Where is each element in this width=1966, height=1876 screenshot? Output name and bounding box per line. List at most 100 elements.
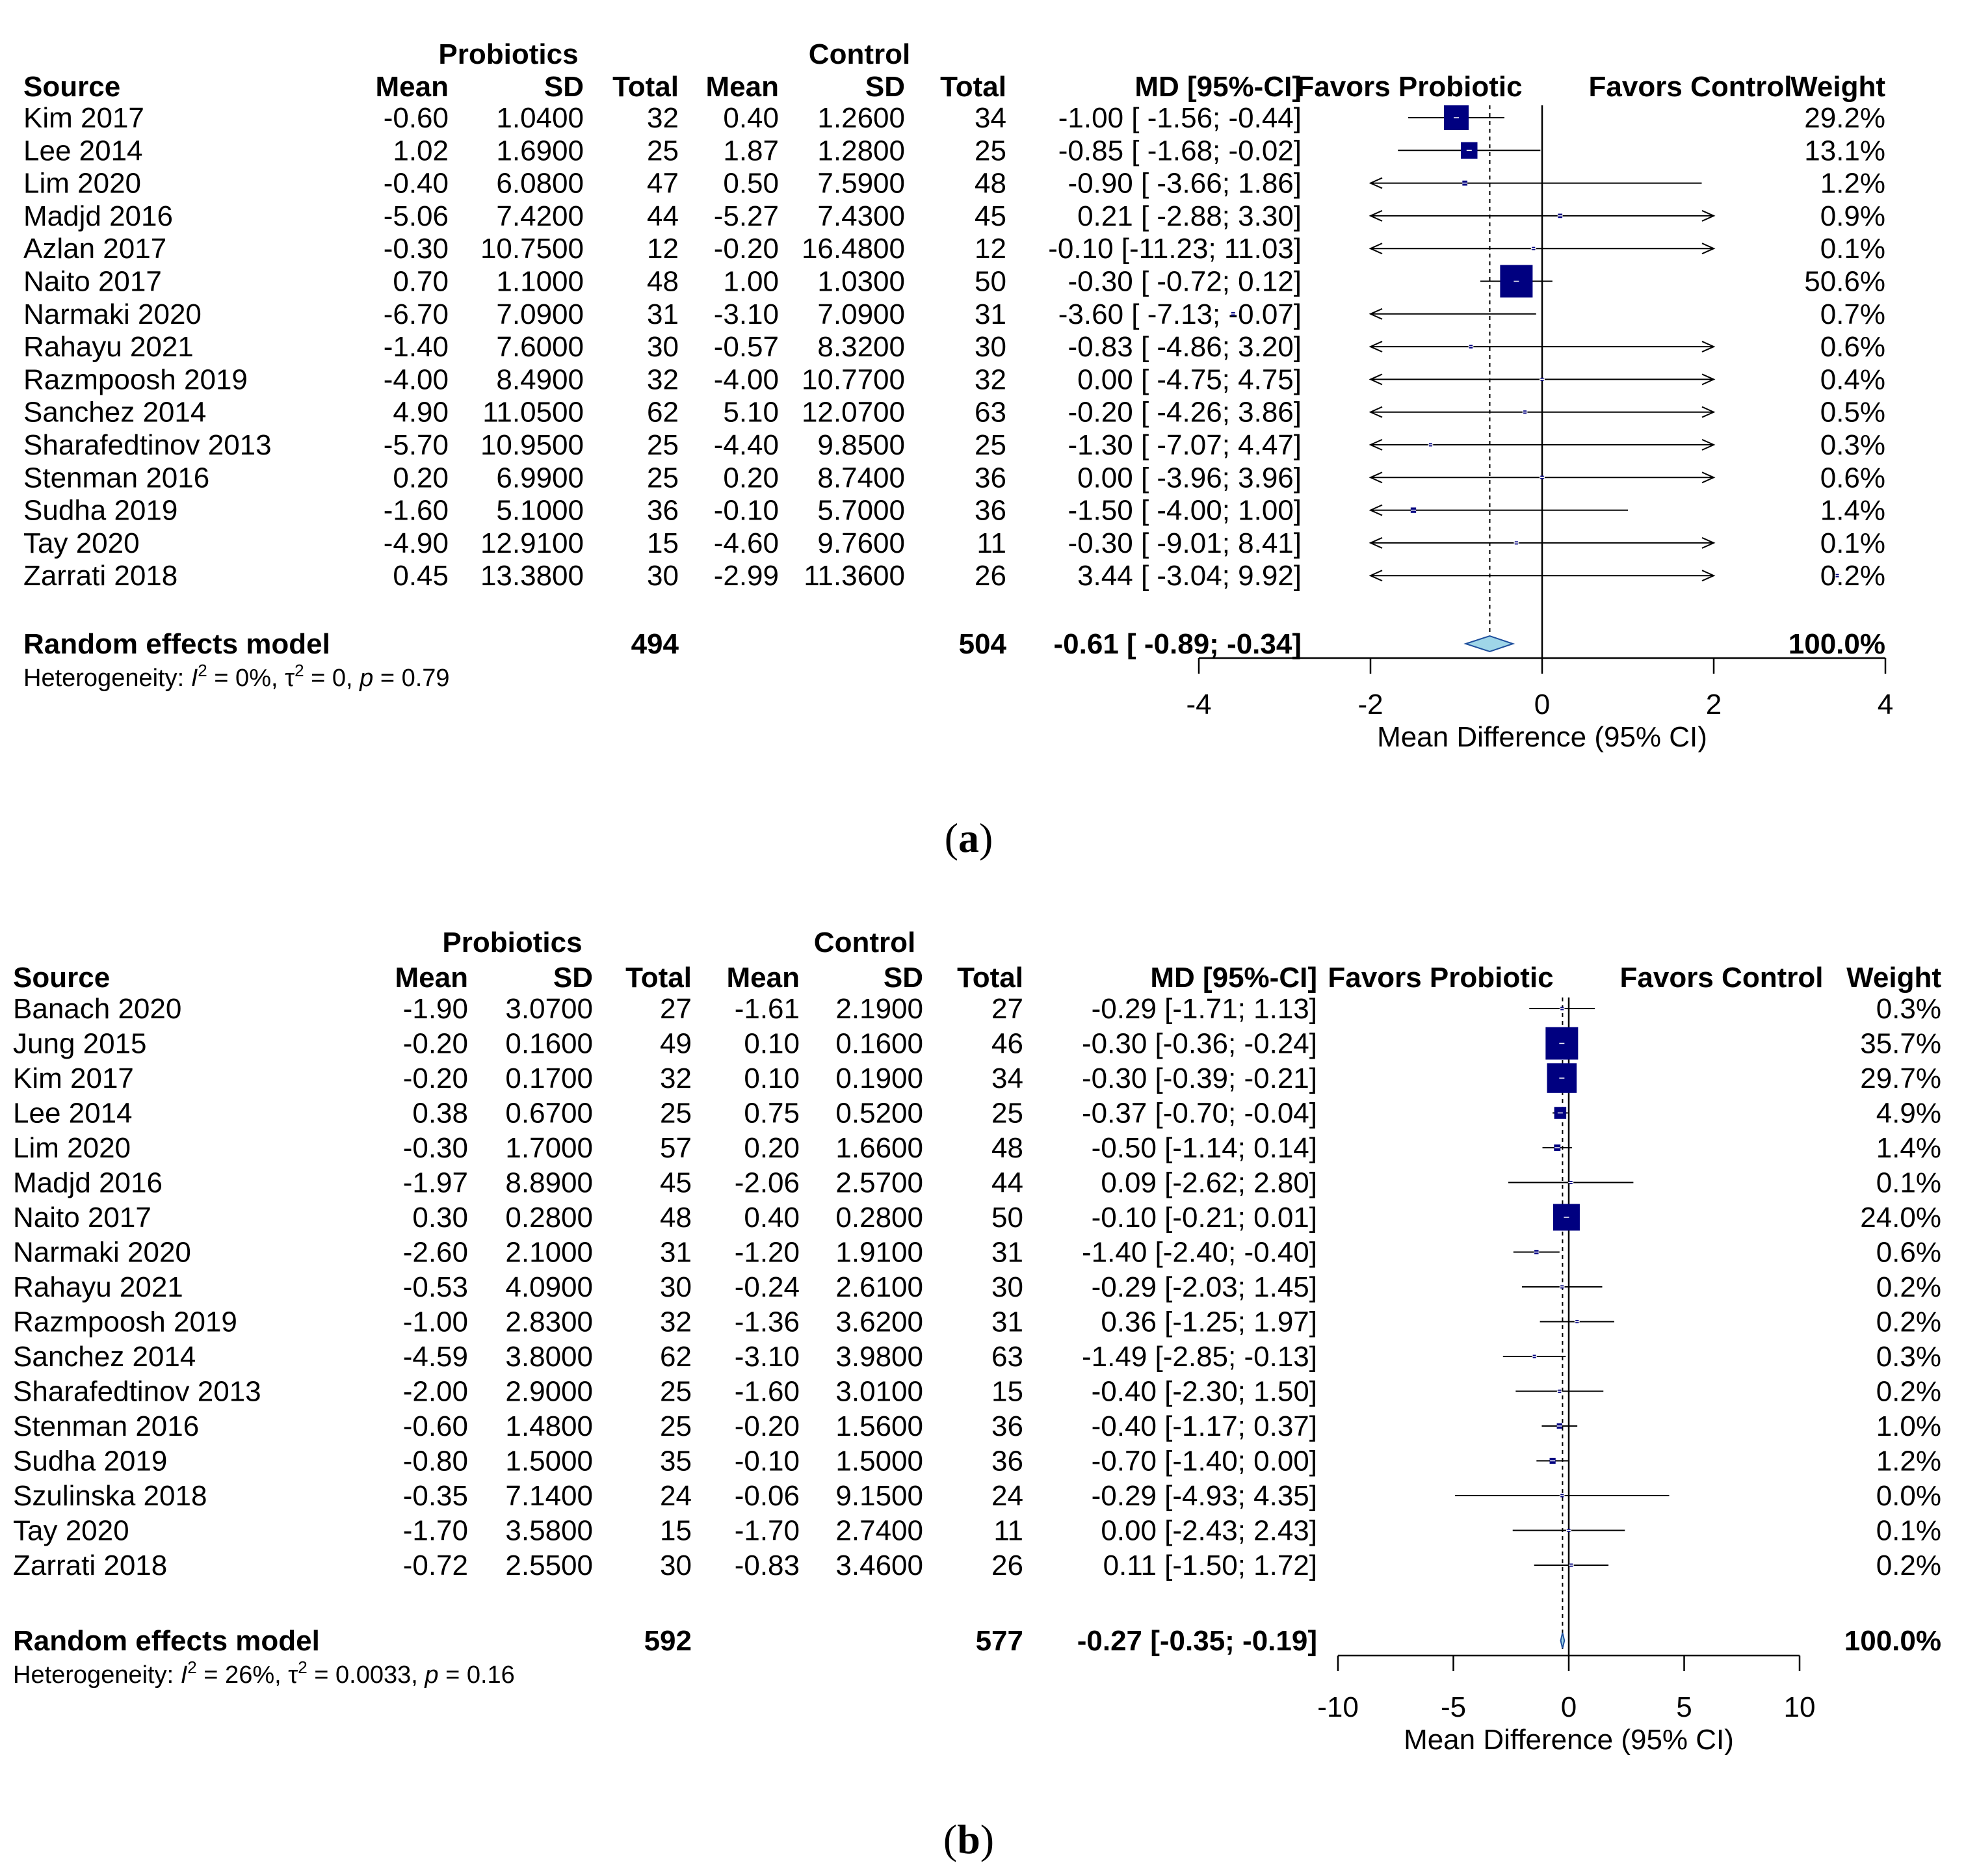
weight-value: 0.0% [1876, 1480, 1941, 1512]
probiotics-total: 27 [660, 993, 692, 1025]
control-total: 46 [991, 1028, 1023, 1060]
weight-value: 0.3% [1820, 429, 1885, 461]
x-axis-tick-label: 0 [1561, 1691, 1577, 1723]
probiotics-mean: 0.38 [412, 1098, 468, 1130]
probiotics-total: 30 [660, 1550, 692, 1581]
md-ci-value: 0.21 [ -2.88; 3.30] [1077, 200, 1302, 232]
group-header-control: Control [809, 38, 910, 70]
control-mean: -0.57 [714, 331, 779, 363]
study-row: Lim 2020 -0.30 1.7000 57 0.20 1.6600 48 -0.50 [… [13, 1132, 1941, 1164]
x-axis-tick-label: 0 [1534, 689, 1550, 720]
control-total: 36 [991, 1410, 1023, 1442]
probiotics-sd: 1.4800 [505, 1410, 593, 1442]
md-ci-value: -0.85 [ -1.68; -0.02] [1058, 135, 1302, 166]
study-source: Sharafedtinov 2013 [13, 1376, 261, 1408]
x-axis-title: Mean Difference (95% CI) [1377, 721, 1707, 753]
probiotics-mean: -0.20 [403, 1063, 468, 1094]
control-mean: 0.10 [744, 1063, 800, 1094]
weight-value: 0.2% [1876, 1376, 1941, 1408]
probiotics-sd: 8.4900 [496, 363, 584, 395]
control-sd: 2.1900 [835, 993, 923, 1025]
study-row: Lim 2020 -0.40 6.0800 47 0.50 7.5900 48 -0.90 [… [23, 168, 1885, 200]
weight-value: 0.2% [1876, 1271, 1941, 1303]
weight-value: 0.3% [1876, 993, 1941, 1025]
ci-arrow-right [1701, 406, 1716, 418]
heterogeneity-statistics: Heterogeneity: I2 = 0%, τ2 = 0, p = 0.79 [23, 661, 450, 692]
probiotics-sd: 13.3800 [480, 560, 584, 592]
ci-arrow-right [1701, 209, 1716, 222]
control-total: 31 [975, 298, 1006, 330]
probiotics-total: 32 [647, 102, 679, 134]
col-header-total-control: Total [940, 71, 1006, 103]
x-axis-title: Mean Difference (95% CI) [1404, 1724, 1734, 1756]
md-ci-value: -0.40 [-2.30; 1.50] [1092, 1376, 1317, 1408]
study-source: Madjd 2016 [13, 1167, 163, 1199]
col-header-mean-control: Mean [706, 71, 779, 103]
study-source: Zarrati 2018 [23, 560, 177, 592]
study-row: Tay 2020 -1.70 3.5800 15 -1.70 2.7400 11 0.00 [… [13, 1515, 1941, 1547]
heterogeneity-statistics: Heterogeneity: I2 = 26%, τ2 = 0.0033, p … [13, 1658, 515, 1689]
probiotics-mean: -0.30 [384, 233, 449, 265]
weight-value: 1.2% [1820, 168, 1885, 200]
md-ci-value: -0.30 [ -0.72; 0.12] [1068, 266, 1302, 298]
probiotics-sd: 1.0400 [496, 102, 584, 134]
probiotics-total: 31 [647, 298, 679, 330]
col-header-sd-probiotics: SD [553, 962, 593, 994]
panel-caption: (b) [943, 1816, 994, 1862]
probiotics-mean: -4.59 [403, 1341, 468, 1373]
study-row: Stenman 2016 0.20 6.9900 25 0.20 8.7400 36 0.00… [23, 462, 1885, 494]
weight-value: 0.2% [1876, 1550, 1941, 1581]
study-source: Rahayu 2021 [13, 1271, 183, 1303]
probiotics-mean: -0.53 [403, 1271, 468, 1303]
probiotics-mean: -0.20 [403, 1028, 468, 1060]
probiotics-total: 30 [647, 560, 679, 592]
caption-paren-open: ( [945, 815, 958, 861]
col-header-favors-control: Favors Control [1620, 962, 1824, 994]
probiotics-sd: 11.0500 [482, 397, 584, 429]
control-mean: -4.60 [714, 527, 779, 559]
heterogeneity-part: p [424, 1661, 438, 1689]
summary-total-probiotics: 494 [631, 628, 679, 660]
control-total: 63 [991, 1341, 1023, 1373]
control-total: 25 [975, 429, 1006, 461]
control-sd: 8.3200 [817, 331, 905, 363]
ci-arrow-right [1701, 243, 1716, 255]
probiotics-sd: 7.0900 [496, 298, 584, 330]
probiotics-mean: -0.80 [403, 1446, 468, 1477]
probiotics-mean: -1.60 [384, 495, 449, 527]
probiotics-total: 62 [660, 1341, 692, 1373]
study-row: Razmpoosh 2019 -4.00 8.4900 32 -4.00 10.7700 3… [23, 363, 1885, 395]
study-source: Tay 2020 [23, 527, 140, 559]
control-total: 34 [975, 102, 1006, 134]
probiotics-mean: 0.30 [412, 1202, 468, 1234]
study-source: Madjd 2016 [23, 200, 173, 232]
md-ci-value: -0.20 [ -4.26; 3.86] [1068, 397, 1302, 429]
control-mean: -4.40 [714, 429, 779, 461]
probiotics-mean: -4.00 [384, 363, 449, 395]
study-source: Razmpoosh 2019 [23, 363, 248, 395]
control-sd: 12.0700 [802, 397, 905, 429]
study-source: Narmaki 2020 [23, 298, 202, 330]
study-source: Sanchez 2014 [23, 397, 206, 429]
control-mean: 0.10 [744, 1028, 800, 1060]
ci-arrow-left [1369, 209, 1383, 222]
heterogeneity-part: = 0%, [207, 665, 285, 692]
md-ci-value: 0.00 [ -4.75; 4.75] [1077, 363, 1302, 395]
control-total: 45 [975, 200, 1006, 232]
control-sd: 1.6600 [835, 1132, 923, 1164]
probiotics-total: 35 [660, 1446, 692, 1477]
probiotics-sd: 3.8000 [505, 1341, 593, 1373]
md-ci-value: -0.37 [-0.70; -0.04] [1082, 1098, 1317, 1130]
probiotics-mean: -1.97 [403, 1167, 468, 1199]
probiotics-sd: 5.1000 [496, 495, 584, 527]
study-row: Madjd 2016 -5.06 7.4200 44 -5.27 7.4300 45 0.21… [23, 200, 1885, 232]
heterogeneity-part: = 0.79 [373, 665, 449, 692]
study-source: Kim 2017 [23, 102, 144, 134]
md-ci-value: 0.00 [ -3.96; 3.96] [1077, 462, 1302, 494]
ci-arrow-right [1701, 570, 1716, 582]
study-source: Lim 2020 [13, 1132, 131, 1164]
summary-weight: 100.0% [1844, 1625, 1941, 1657]
study-source: Naito 2017 [13, 1202, 151, 1234]
probiotics-sd: 0.1600 [505, 1028, 593, 1060]
caption-letter: b [957, 1816, 980, 1862]
